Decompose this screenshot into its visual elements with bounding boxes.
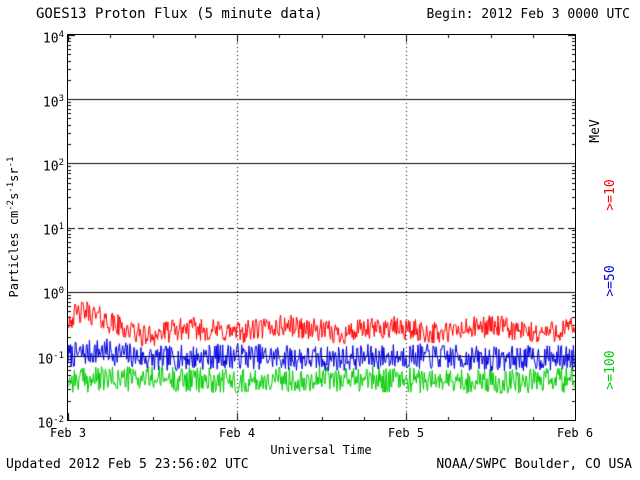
y-tick-1e4: 104 — [42, 30, 64, 47]
x-axis-label: Universal Time — [270, 443, 372, 457]
x-tick-feb5: Feb 5 — [387, 426, 425, 440]
chart-plot-area — [67, 34, 576, 421]
right-label-ge10: >=10 — [603, 179, 618, 211]
y-tick-1e-2: 10-2 — [37, 415, 65, 432]
y-tick-1e0: 100 — [42, 286, 64, 303]
chart-canvas — [68, 35, 575, 420]
y-tick-1e1: 101 — [42, 222, 64, 239]
x-tick-feb6: Feb 6 — [556, 426, 594, 440]
x-tick-feb3: Feb 3 — [49, 426, 87, 440]
x-tick-feb4: Feb 4 — [218, 426, 256, 440]
right-label-ge50: >=50 — [603, 265, 618, 297]
y-tick-1e3: 103 — [42, 94, 64, 111]
updated-label: Updated 2012 Feb 5 23:56:02 UTC — [6, 457, 249, 472]
y-tick-1e2: 102 — [42, 158, 64, 175]
page-title: GOES13 Proton Flux (5 minute data) — [36, 6, 323, 22]
right-label-ge100: >=100 — [603, 350, 618, 390]
begin-label: Begin: 2012 Feb 3 0000 UTC — [426, 7, 631, 22]
credit-label: NOAA/SWPC Boulder, CO USA — [436, 457, 632, 472]
y-tick-1e-1: 10-1 — [37, 351, 65, 368]
